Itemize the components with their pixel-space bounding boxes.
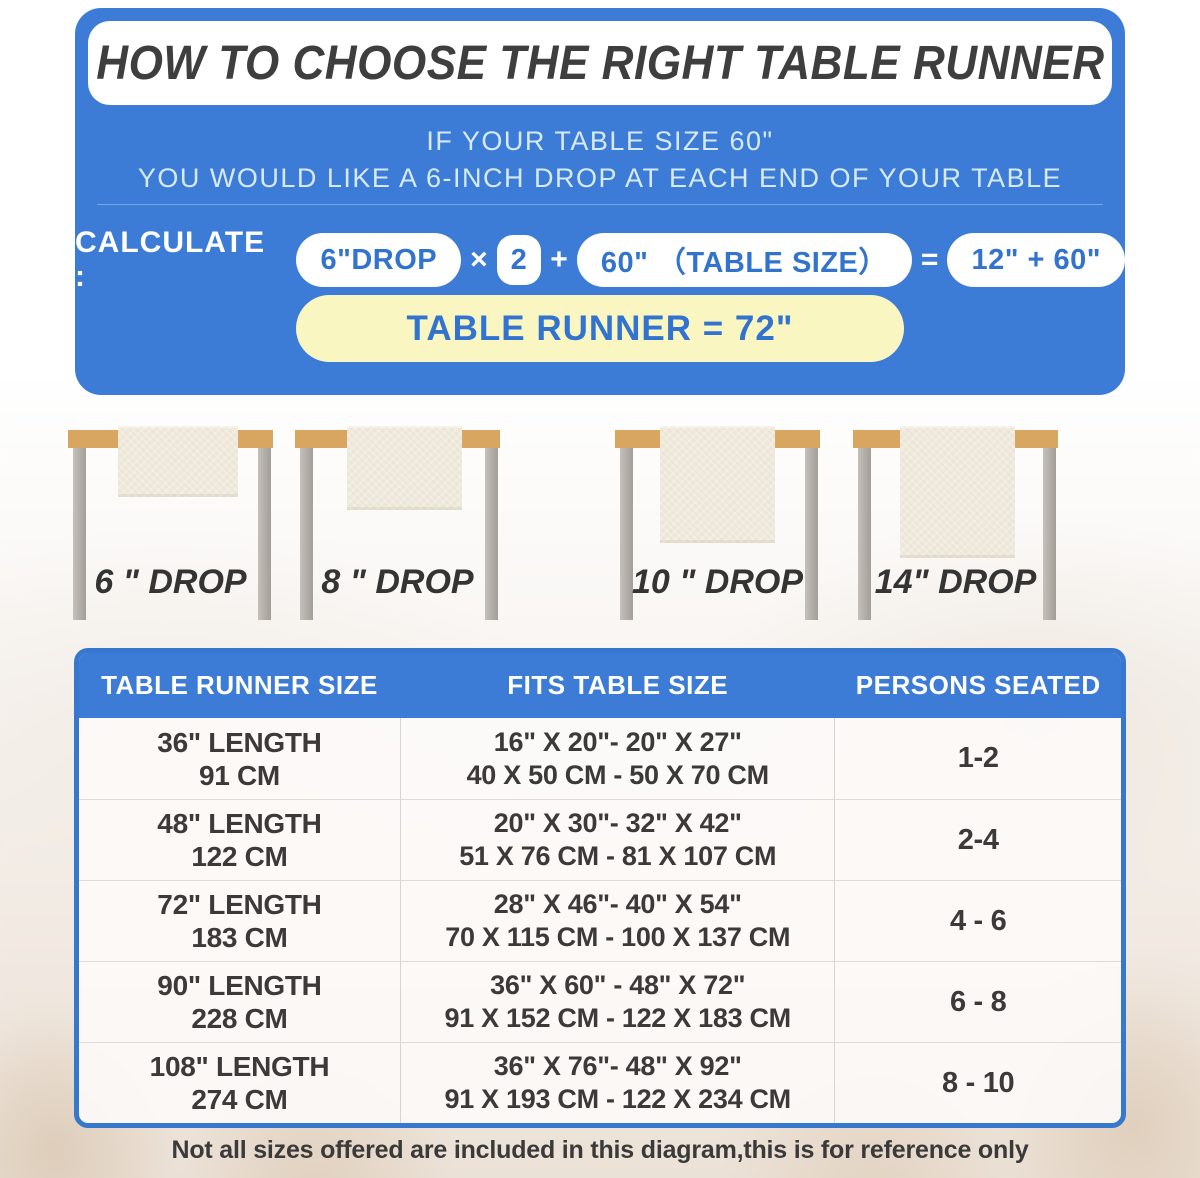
cell-runner-size: 36" LENGTH 91 CM (157, 726, 322, 791)
multiplier-chip: 2 (496, 235, 542, 285)
calculation-row: CALCULATE : 6"DROP × 2 + 60" （TABLE SIZE… (75, 226, 1125, 293)
cell-fits-size: 16" X 20"- 20" X 27" 40 X 50 CM - 50 X 7… (399, 718, 836, 799)
column-header-fits-table-size: FITS TABLE SIZE (507, 670, 729, 700)
table-leg (258, 448, 271, 620)
column-header-runner-size: TABLE RUNNER SIZE (101, 670, 378, 700)
drop-examples: 6 " DROP 8 " DROP 10 " DROP 14" DROP (0, 400, 1200, 645)
table-row: 108" LENGTH 274 CM 36" X 76"- 48" X 92" … (79, 1042, 1121, 1123)
table-runner (118, 426, 238, 497)
cell-fits-size: 28" X 46"- 40" X 54" 70 X 115 CM - 100 X… (399, 881, 836, 961)
equals-operator: = (920, 243, 939, 276)
cell-fits-size: 20" X 30"- 32" X 42" 51 X 76 CM - 81 X 1… (399, 800, 836, 880)
table-figure-8in-drop: 8 " DROP (295, 400, 500, 645)
calculate-label: CALCULATE : (75, 226, 266, 293)
cell-fits-size: 36" X 76"- 48" X 92" 91 X 193 CM - 122 X… (399, 1043, 836, 1123)
drop-value-pill: 6"DROP (296, 233, 462, 287)
drop-label: 14" DROP (874, 563, 1037, 601)
footnote: Not all sizes offered are included in th… (171, 1136, 1029, 1164)
table-runner (660, 426, 775, 543)
table-runner (900, 426, 1015, 558)
cell-runner-size: 90" LENGTH 228 CM (157, 970, 322, 1034)
multiply-operator: × (470, 243, 488, 276)
drop-label: 6 " DROP (94, 563, 247, 601)
table-leg (620, 448, 633, 620)
cell-persons: 8 - 10 (942, 1066, 1015, 1099)
cell-fits-size: 36" X 60" - 48" X 72" 91 X 152 CM - 122 … (399, 962, 836, 1042)
drop-label: 8 " DROP (321, 563, 474, 601)
table-row: 90" LENGTH 228 CM 36" X 60" - 48" X 72" … (79, 961, 1121, 1042)
cell-persons: 2-4 (957, 823, 999, 856)
cell-runner-size: 108" LENGTH 274 CM (149, 1051, 330, 1115)
panel-divider (97, 204, 1103, 205)
table-figure-14in-drop: 14" DROP (853, 400, 1058, 645)
sum-pill: 12" + 60" (947, 233, 1125, 287)
table-leg (805, 448, 818, 620)
subtitle-line2: YOU WOULD LIKE A 6-INCH DROP AT EACH END… (137, 163, 1063, 193)
plus-operator: + (550, 243, 568, 276)
table-leg (73, 448, 86, 620)
subtitle-line1: IF YOUR TABLE SIZE 60" (426, 126, 774, 156)
title-box: HOW TO CHOOSE THE RIGHT TABLE RUNNER (88, 21, 1112, 105)
cell-runner-size: 72" LENGTH 183 CM (157, 889, 322, 953)
table-leg (300, 448, 313, 620)
top-panel: HOW TO CHOOSE THE RIGHT TABLE RUNNER IF … (75, 8, 1125, 395)
page-title: HOW TO CHOOSE THE RIGHT TABLE RUNNER (95, 34, 1105, 90)
table-leg (858, 448, 871, 620)
table-runner (347, 426, 462, 510)
table-leg (1043, 448, 1056, 620)
table-figure-6in-drop: 6 " DROP (68, 400, 273, 645)
table-row: 36" LENGTH 91 CM 16" X 20"- 20" X 27" 40… (79, 718, 1121, 799)
table-header-row: TABLE RUNNER SIZE FITS TABLE SIZE PERSON… (79, 653, 1121, 718)
result-pill: TABLE RUNNER = 72" (296, 295, 904, 362)
cell-persons: 6 - 8 (949, 985, 1007, 1018)
table-figure-10in-drop: 10 " DROP (615, 400, 820, 645)
cell-persons: 1-2 (957, 742, 999, 774)
size-reference-table: TABLE RUNNER SIZE FITS TABLE SIZE PERSON… (74, 648, 1126, 1128)
cell-runner-size: 48" LENGTH 122 CM (157, 808, 322, 872)
table-row: 48" LENGTH 122 CM 20" X 30"- 32" X 42" 5… (79, 799, 1121, 880)
drop-label: 10 " DROP (631, 563, 804, 601)
column-header-persons-seated: PERSONS SEATED (855, 670, 1101, 700)
table-leg (485, 448, 498, 620)
table-size-pill: 60" （TABLE SIZE） (576, 233, 912, 287)
cell-persons: 4 - 6 (949, 904, 1007, 937)
table-row: 72" LENGTH 183 CM 28" X 46"- 40" X 54" 7… (79, 880, 1121, 961)
